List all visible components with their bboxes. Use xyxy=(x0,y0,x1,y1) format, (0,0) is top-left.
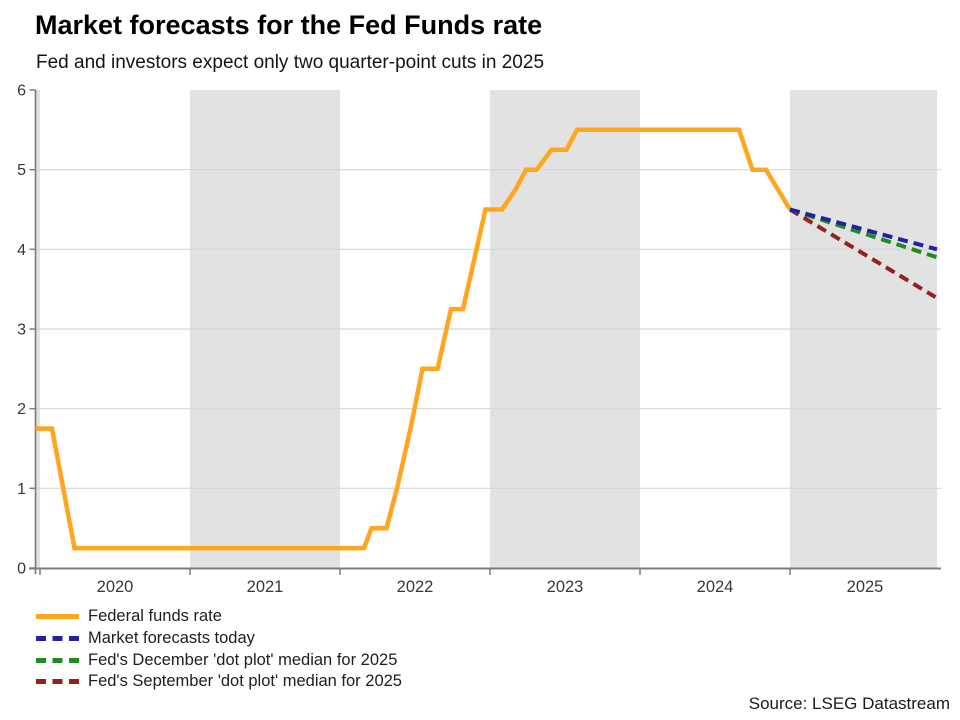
legend-label-market-forecasts-today: Market forecasts today xyxy=(88,629,255,648)
x-axis-label: 2021 xyxy=(247,578,284,596)
x-axis-label: 2022 xyxy=(397,578,434,596)
y-axis-label: 3 xyxy=(17,322,26,339)
chart-subtitle: Fed and investors expect only two quarte… xyxy=(36,52,545,73)
legend-swatch-sep-dot-plot xyxy=(36,679,79,685)
chart-title: Market forecasts for the Fed Funds rate xyxy=(35,10,543,40)
chart-canvas: 0 1 2 3 4 5 6 2020 2021 2022 2023 2024 2025 xyxy=(17,83,941,596)
legend-swatch-market-forecasts-today xyxy=(36,636,79,642)
source-credit: Source: LSEG Datastream xyxy=(748,694,950,713)
x-axis-label: 2023 xyxy=(547,578,584,596)
x-axis-label: 2025 xyxy=(847,578,884,596)
series-line-sep-dot-plot xyxy=(788,207,937,299)
legend-item-market-forecasts-today: Market forecasts today xyxy=(36,628,402,650)
x-axis-label: 2024 xyxy=(697,578,734,596)
legend-item-dec-dot-plot: Fed's December 'dot plot' median for 202… xyxy=(36,649,402,671)
y-axis-label: 0 xyxy=(17,561,26,578)
legend-label-dec-dot-plot: Fed's December 'dot plot' median for 202… xyxy=(88,650,398,669)
legend-label-sep-dot-plot: Fed's September 'dot plot' median for 20… xyxy=(88,672,402,691)
legend-swatch-dec-dot-plot xyxy=(36,657,79,663)
y-axis-label: 5 xyxy=(17,162,26,179)
y-axis-label: 6 xyxy=(17,83,26,100)
series-line-market-forecasts-today xyxy=(789,207,938,252)
x-axis-label: 2020 xyxy=(97,578,134,596)
series-line-federal-funds-rate xyxy=(35,127,792,551)
legend-item-sep-dot-plot: Fed's September 'dot plot' median for 20… xyxy=(36,671,402,693)
y-axis-label: 4 xyxy=(17,242,26,259)
legend-item-federal-funds-rate: Federal funds rate xyxy=(36,606,402,628)
y-axis-label: 2 xyxy=(17,401,26,418)
legend-swatch-federal-funds-rate xyxy=(36,614,79,620)
chart-legend: Federal funds rate Market forecasts today… xyxy=(36,606,402,693)
legend-label-federal-funds-rate: Federal funds rate xyxy=(88,607,222,626)
y-axis-label: 1 xyxy=(17,481,26,498)
